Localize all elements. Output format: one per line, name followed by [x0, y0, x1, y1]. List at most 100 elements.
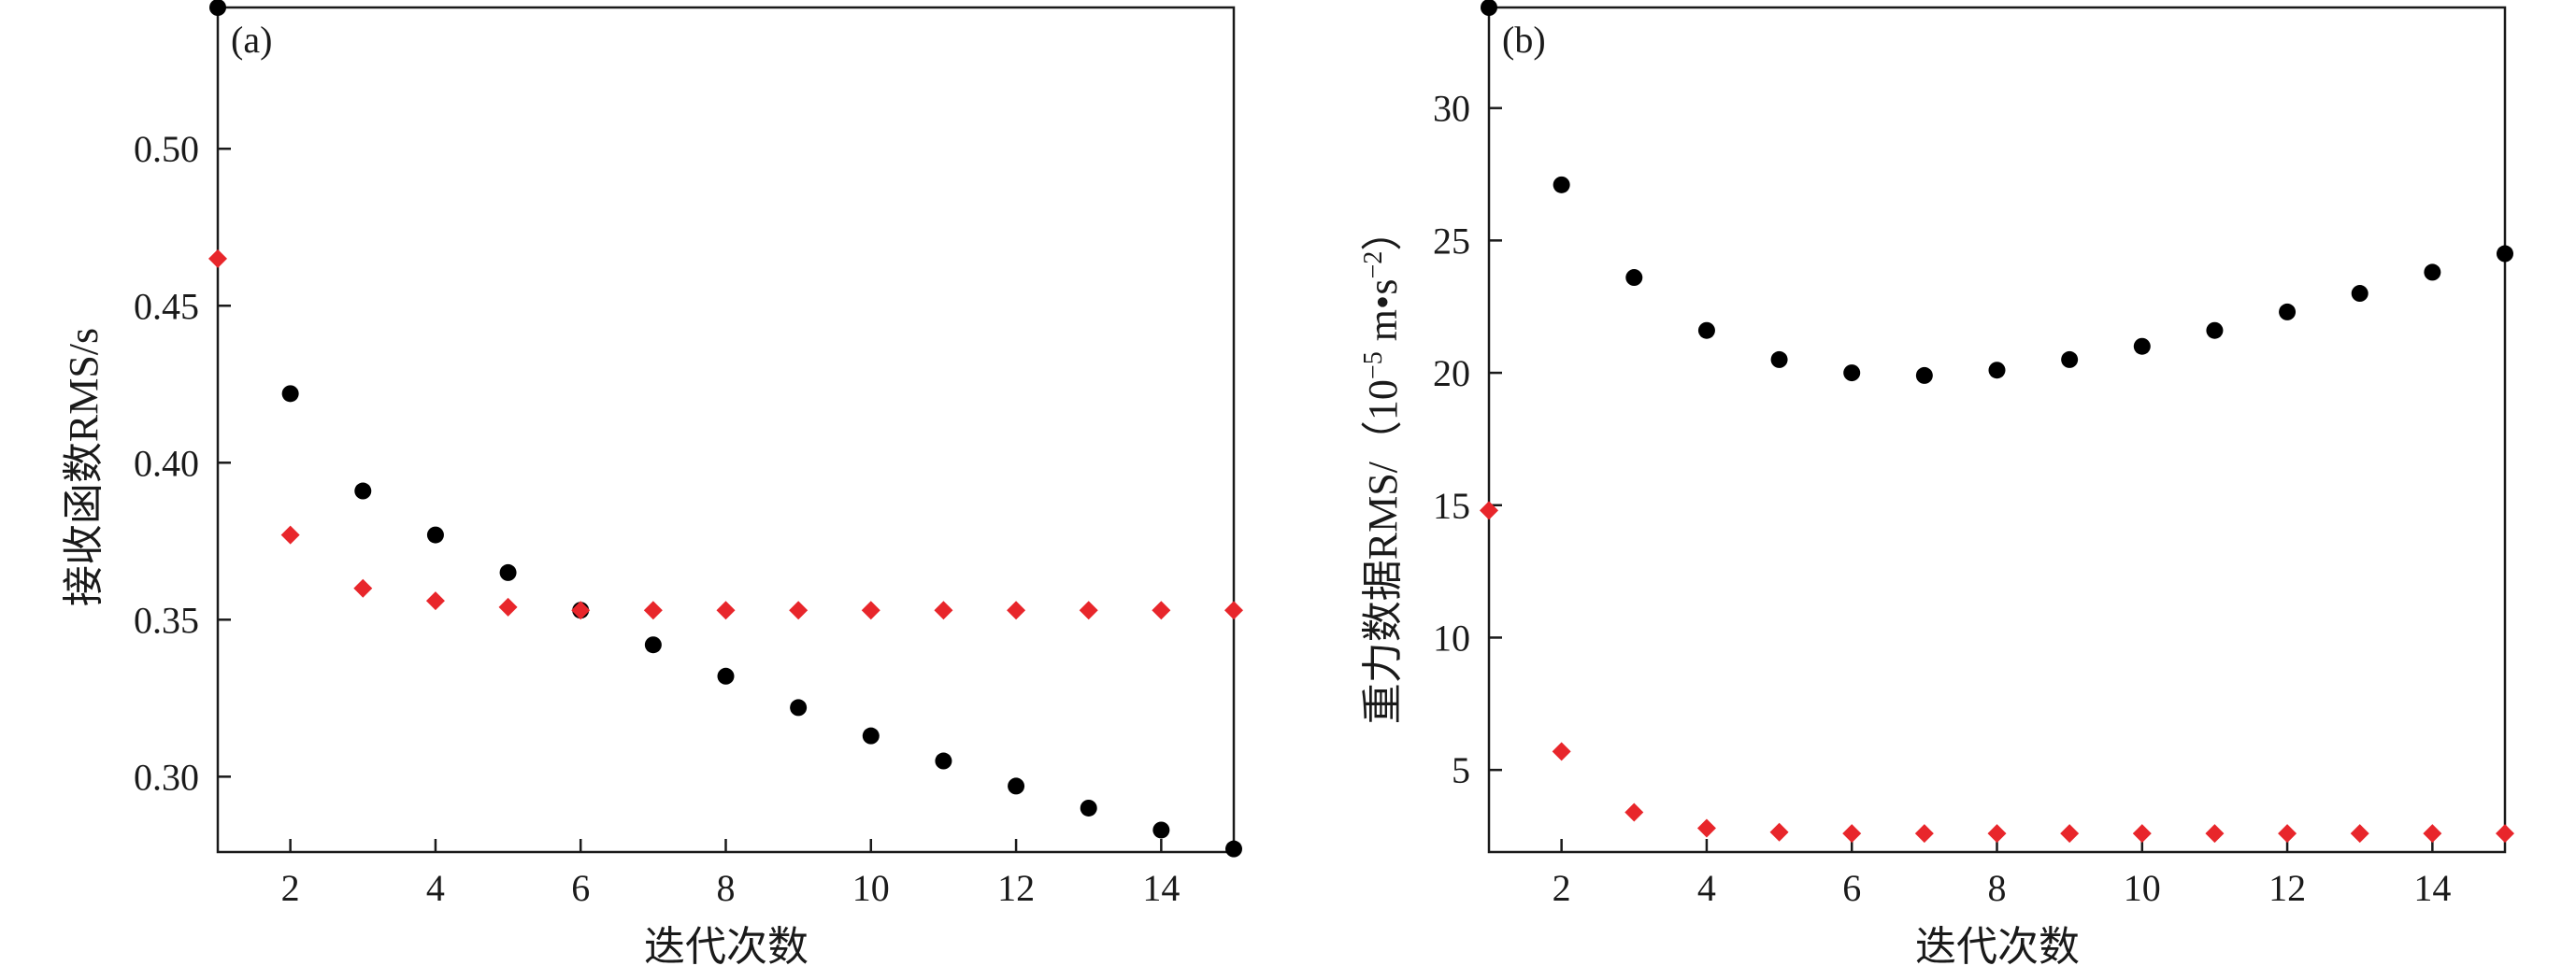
data-point-circle — [354, 482, 372, 500]
data-point-circle — [1481, 0, 1497, 16]
data-point-diamond — [2496, 824, 2514, 844]
data-point-circle — [862, 727, 880, 745]
plot-frame-b — [1487, 6, 2507, 854]
y-axis-label-b-main: 重力数据RMS/（10 — [1360, 379, 1406, 724]
data-point-diamond — [1696, 818, 1716, 838]
data-point-circle — [790, 699, 808, 717]
data-point-circle — [281, 385, 299, 403]
chart-panel-a: (a) 2 4 6 8 10 12 140.300.350.400.450.50 迭代次数 … — [61, 0, 1243, 966]
data-point-circle — [2133, 337, 2151, 355]
data-point-circle — [2279, 303, 2297, 320]
x-tick-label: 2 — [281, 867, 300, 909]
data-point-diamond — [2350, 824, 2369, 844]
data-point-circle — [1843, 364, 1861, 382]
ticks-b: 2 4 6 8 10 12 14 5 10 15 20 25 30 — [1433, 88, 2451, 909]
data-point-circle — [1553, 176, 1570, 193]
data-point-diamond — [1987, 824, 2007, 844]
y-tick-label: 0.50 — [134, 128, 199, 170]
data-point-circle — [1152, 821, 1170, 839]
chart-panel-b: (b) 2 4 6 8 10 12 14 5 10 15 20 25 30 迭代次数 重力数据RMS/（… — [1359, 0, 2514, 966]
data-point-diamond — [1224, 601, 1243, 620]
data-point-circle — [935, 752, 952, 770]
marks-b — [1480, 0, 2514, 844]
data-point-circle — [644, 636, 662, 654]
data-point-circle — [2497, 245, 2513, 263]
y-tick-label: 0.30 — [134, 756, 199, 798]
marks-a — [208, 0, 1243, 858]
data-point-diamond — [1007, 601, 1026, 620]
panel-label-b: (b) — [1502, 19, 1546, 61]
data-point-diamond — [1769, 822, 1789, 842]
y-axis-label-b: 重力数据RMS/（10−5 m•s−2） — [1359, 210, 1406, 725]
data-point-circle — [2351, 285, 2368, 303]
data-point-diamond — [716, 601, 736, 620]
y-tick-label: 0.35 — [134, 599, 199, 641]
panel-label-a: (a) — [231, 19, 272, 61]
y-tick-label: 30 — [1433, 88, 1470, 130]
data-point-diamond — [498, 597, 518, 617]
data-point-diamond — [1152, 601, 1171, 620]
x-tick-label: 8 — [1988, 867, 2007, 909]
data-point-diamond — [2060, 824, 2080, 844]
data-point-diamond — [2132, 824, 2152, 844]
ticks-a: 2 4 6 8 10 12 14 0.30 0.35 0.40 0.45 0.50 — [134, 128, 1180, 909]
data-point-circle — [1915, 366, 1933, 384]
data-point-circle — [1697, 321, 1715, 339]
data-point-circle — [1988, 362, 2006, 379]
x-tick-label: 4 — [426, 867, 445, 909]
data-point-circle — [426, 526, 444, 544]
data-point-circle — [209, 0, 226, 16]
data-point-diamond — [2278, 824, 2297, 844]
data-point-circle — [1080, 799, 1097, 817]
x-tick-label: 2 — [1553, 867, 1571, 909]
data-point-circle — [2424, 263, 2441, 281]
y-axis-label-b-exp1: −5 — [1359, 351, 1388, 379]
y-axis-label-b-end: ） — [1360, 210, 1406, 251]
y-tick-label: 0.40 — [134, 442, 199, 484]
data-point-diamond — [2423, 824, 2442, 844]
data-point-diamond — [643, 601, 663, 620]
data-point-diamond — [280, 525, 300, 545]
y-axis-label-b-exp2: −2 — [1359, 251, 1388, 279]
data-point-circle — [1008, 777, 1025, 795]
plot-frame-a — [216, 6, 1236, 854]
data-point-diamond — [789, 601, 809, 620]
x-tick-label: 12 — [997, 867, 1035, 909]
y-tick-label: 25 — [1433, 220, 1470, 262]
x-tick-label: 6 — [1842, 867, 1861, 909]
data-point-diamond — [1624, 803, 1644, 822]
x-tick-label: 4 — [1697, 867, 1716, 909]
data-point-diamond — [1480, 501, 1498, 520]
data-point-circle — [1770, 350, 1788, 368]
data-point-diamond — [934, 601, 953, 620]
data-point-circle — [2206, 321, 2224, 339]
data-point-diamond — [425, 591, 445, 611]
x-axis-label-b: 迭代次数 — [1915, 924, 2080, 966]
data-point-circle — [1225, 840, 1242, 858]
y-tick-label: 10 — [1433, 617, 1470, 659]
x-tick-label: 8 — [717, 867, 736, 909]
data-point-circle — [717, 667, 735, 685]
data-point-diamond — [861, 601, 880, 620]
data-point-diamond — [353, 578, 373, 598]
data-point-diamond — [208, 249, 227, 268]
y-tick-label: 0.45 — [134, 285, 199, 327]
x-tick-label: 14 — [2413, 867, 2451, 909]
data-point-diamond — [571, 601, 591, 620]
x-axis-label-a: 迭代次数 — [644, 924, 809, 966]
x-tick-label: 10 — [852, 867, 890, 909]
data-point-circle — [2061, 350, 2079, 368]
data-point-circle — [1625, 269, 1643, 287]
data-point-diamond — [1914, 824, 1934, 844]
y-tick-label: 20 — [1433, 352, 1470, 394]
x-tick-label: 10 — [2124, 867, 2161, 909]
y-tick-label: 5 — [1452, 749, 1470, 791]
data-point-circle — [499, 563, 517, 581]
y-axis-label-a: 接收函数RMS/s — [61, 328, 107, 606]
data-point-diamond — [2205, 824, 2225, 844]
data-point-diamond — [1552, 742, 1571, 761]
data-point-diamond — [1842, 824, 1862, 844]
y-axis-label-b-mid: m•s — [1360, 279, 1406, 352]
data-point-diamond — [1079, 601, 1098, 620]
